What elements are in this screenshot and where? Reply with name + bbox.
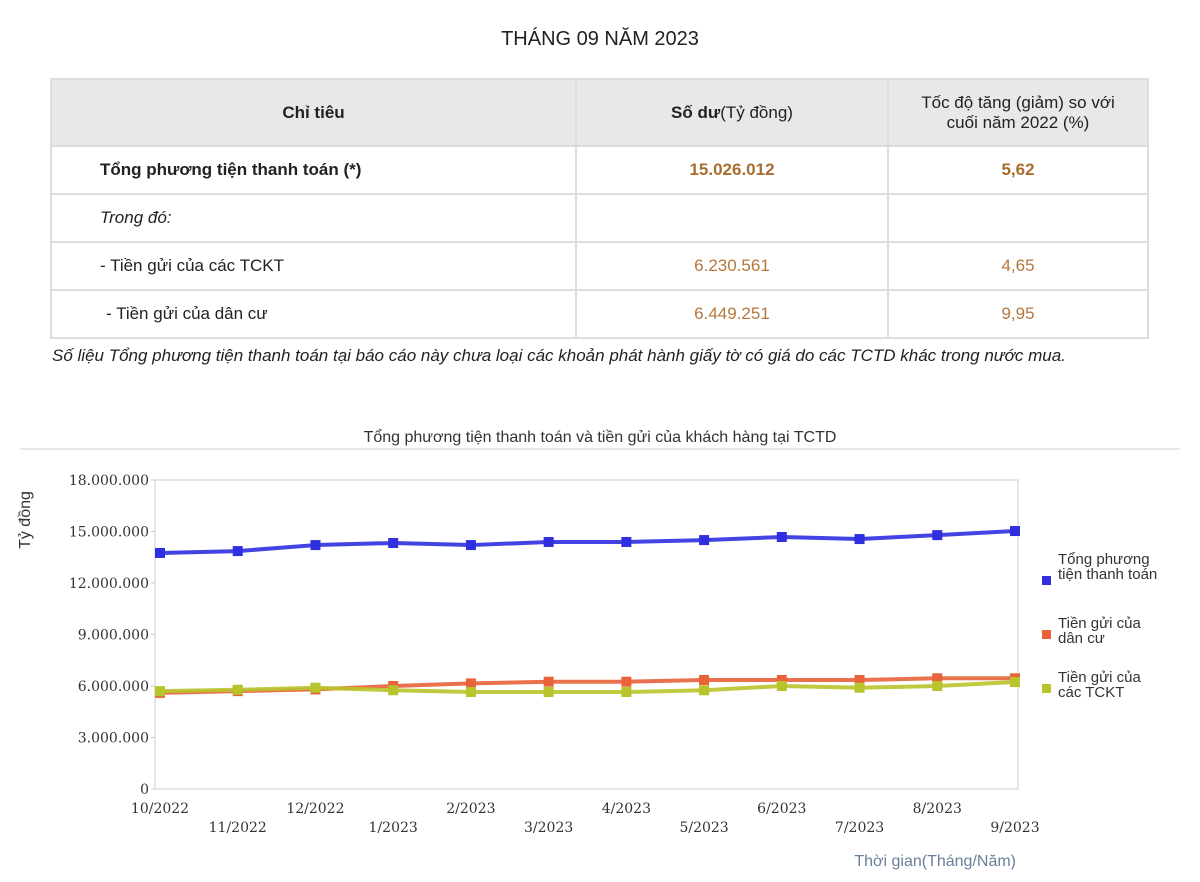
x-tick-label: 1/2023 (369, 820, 418, 836)
data-point (699, 685, 710, 696)
legend-label[interactable]: Tổng phương tiện thanh toán (1058, 551, 1158, 583)
data-point (621, 687, 632, 698)
y-tick-label: 6.000.000 (78, 679, 149, 695)
x-axis-label: Thời gian(Tháng/Năm) (854, 853, 1016, 870)
data-point (621, 536, 632, 547)
x-tick-label: 8/2023 (913, 801, 962, 817)
y-tick-label: 9.000.000 (78, 628, 149, 644)
series-line (159, 680, 1016, 695)
footnote: Số liệu Tổng phương tiện thanh toán tại … (52, 346, 1066, 365)
data-point (699, 674, 710, 685)
x-tick-label: 7/2023 (835, 820, 884, 836)
balance-cell (575, 193, 889, 243)
header-unit: (Tỷ đồng) (720, 102, 793, 122)
legend-marker (1042, 630, 1051, 639)
header-cell: Chỉ tiêu (50, 78, 577, 147)
table-row: - Tiền gửi của dân cư 6.449.251 9,95 (50, 289, 1149, 339)
row-label: Tổng phương tiện thanh toán (*) (50, 145, 577, 195)
data-point (932, 673, 943, 684)
row-label: - Tiền gửi của dân cư (50, 289, 577, 339)
data-point (155, 686, 165, 697)
page-title: THÁNG 09 NĂM 2023 (501, 28, 699, 50)
data-point (465, 678, 476, 689)
data-point (854, 674, 865, 685)
data-point (932, 530, 943, 541)
data-point (621, 676, 632, 687)
x-tick-label: 6/2023 (757, 801, 806, 817)
y-tick-label: 18.000.000 (69, 473, 149, 489)
data-point (543, 676, 554, 687)
x-tick-label: 9/2023 (990, 820, 1039, 836)
balance-cell: 6.230.561 (575, 241, 889, 291)
series-line (159, 529, 1016, 555)
data-point (854, 682, 865, 693)
balance-cell: 15.026.012 (575, 145, 889, 195)
data-point (932, 681, 943, 691)
data-point (388, 538, 399, 549)
data-point (232, 684, 243, 695)
x-tick-label: 10/2022 (131, 801, 189, 817)
data-point (310, 682, 321, 693)
x-tick-label: 12/2022 (286, 801, 344, 817)
y-tick-label: 15.000.000 (69, 525, 149, 541)
chart-title: Tổng phương tiện thanh toán và tiền gửi … (364, 428, 837, 446)
data-point (854, 534, 865, 545)
header-cell: Số dư(Tỷ đồng) (575, 78, 889, 147)
table-row: Tổng phương tiện thanh toán (*) 15.026.0… (50, 145, 1149, 195)
data-point (232, 546, 243, 557)
y-tick-label: 0 (140, 782, 149, 798)
row-label: - Tiền gửi của các TCKT (50, 241, 577, 291)
x-tick-label: 5/2023 (679, 820, 728, 836)
x-tick-label: 3/2023 (524, 820, 573, 836)
data-point (543, 687, 554, 698)
growth-cell: 5,62 (887, 145, 1149, 195)
data-point (1010, 526, 1020, 537)
y-tick-label: 12.000.000 (69, 576, 149, 592)
table-row: - Tiền gửi của các TCKT 6.230.561 4,65 (50, 241, 1149, 291)
legend-label[interactable]: Tiền gửi của các TCKT (1058, 669, 1141, 701)
balance-cell: 6.449.251 (575, 289, 889, 339)
data-point (155, 547, 165, 558)
data-point (310, 540, 321, 551)
table-row: Trong đó: (50, 193, 1149, 243)
y-tick-label: 3.000.000 (78, 731, 149, 747)
legend-label[interactable]: Tiền gửi của dân cư (1058, 615, 1141, 647)
plot-frame (154, 479, 1019, 790)
y-axis-label: Tỷ đồng (17, 491, 34, 549)
growth-cell: 9,95 (887, 289, 1149, 339)
data-point (776, 674, 787, 685)
header-text: Số dư (671, 102, 721, 122)
x-tick-label: 2/2023 (446, 801, 495, 817)
row-label: Trong đó: (50, 193, 577, 243)
data-point (776, 531, 787, 542)
data-point (465, 540, 476, 551)
growth-cell (887, 193, 1149, 243)
x-tick-label: 4/2023 (602, 801, 651, 817)
data-point (543, 536, 554, 547)
data-point (1010, 677, 1020, 688)
growth-cell: 4,65 (887, 241, 1149, 291)
data-table: Chỉ tiêu Số dư(Tỷ đồng) Tốc độ tăng (giả… (50, 78, 1149, 339)
x-tick-label: 11/2022 (209, 820, 267, 836)
legend-marker (1042, 576, 1051, 585)
header-cell: Tốc độ tăng (giảm) so với cuối năm 2022 … (887, 78, 1149, 147)
data-point (776, 681, 787, 691)
data-point (465, 687, 476, 698)
legend-marker (1042, 684, 1051, 693)
header-row: Chỉ tiêu Số dư(Tỷ đồng) Tốc độ tăng (giả… (50, 78, 1149, 147)
data-point (388, 685, 399, 696)
data-point (699, 535, 710, 546)
